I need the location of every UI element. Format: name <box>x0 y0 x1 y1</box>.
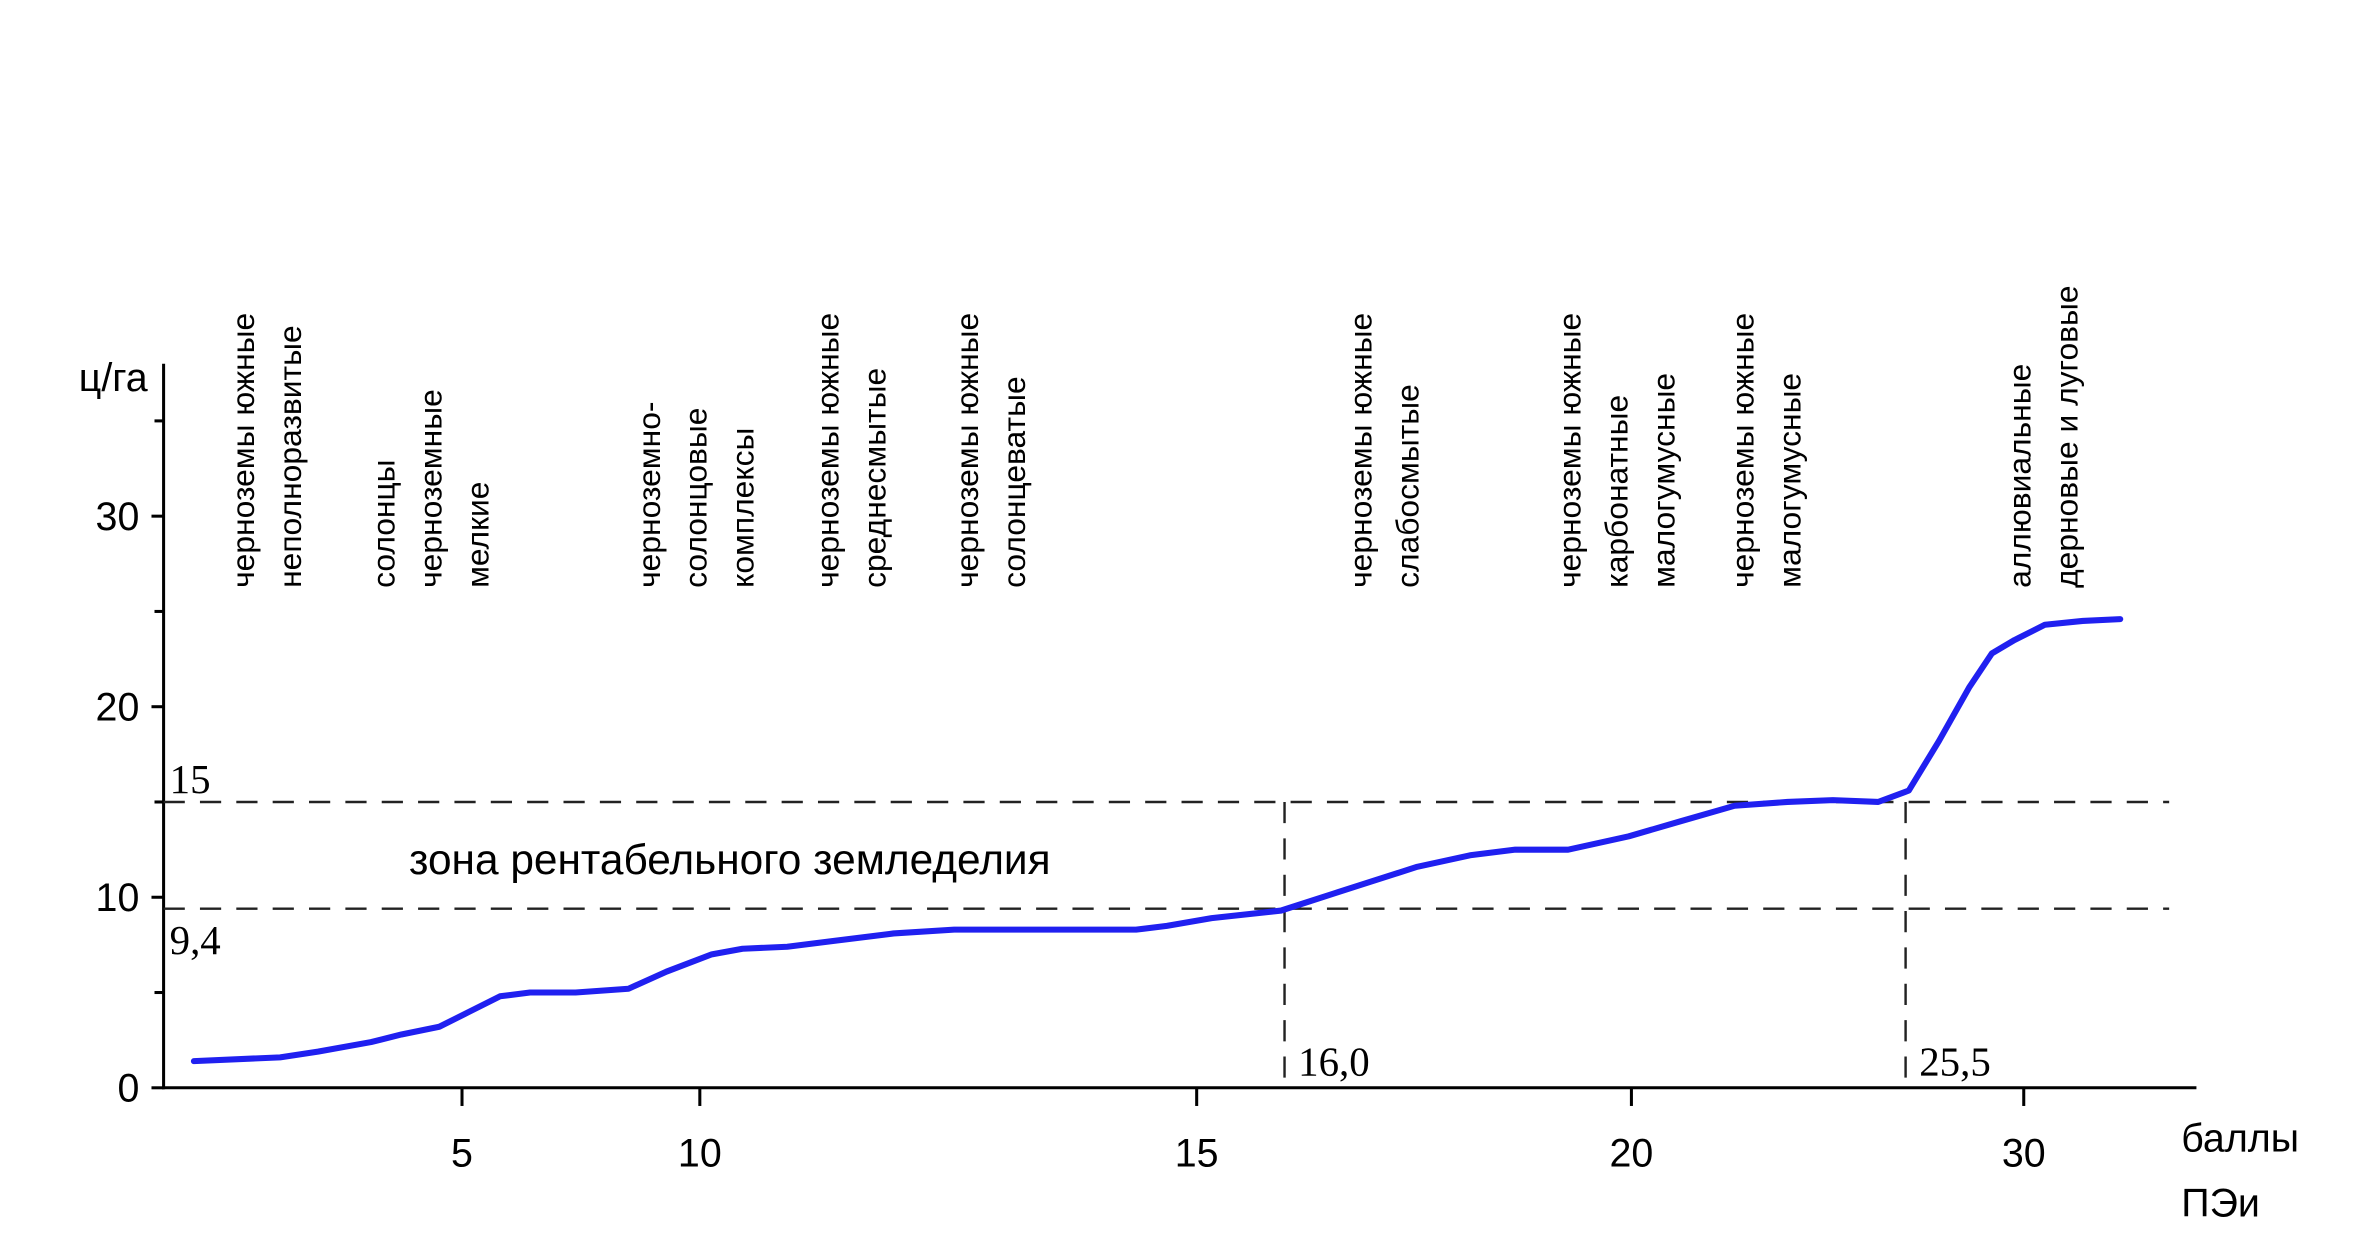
y-axis-label: ц/га <box>79 356 148 400</box>
x-tick-label: 30 <box>2002 1132 2046 1176</box>
soil-label: комплексы <box>725 428 761 588</box>
soil-label: черноземы южные <box>1552 313 1588 588</box>
soil-label: малогумусные <box>1771 373 1807 588</box>
soil-label: солонцы <box>366 459 402 587</box>
h-ref-label: 15 <box>170 757 211 802</box>
soil-label: аллювиальные <box>2002 364 2038 588</box>
y-tick-label: 30 <box>96 495 140 539</box>
y-tick-label: 10 <box>96 876 140 920</box>
soil-label: черноземно- <box>631 401 667 587</box>
x-axis-label: баллы <box>2181 1116 2299 1160</box>
x-tick-label: 10 <box>678 1132 722 1176</box>
soil-label: черноземные <box>413 389 449 588</box>
soil-label: черноземы южные <box>1343 313 1379 588</box>
x-tick-label: 15 <box>1175 1132 1219 1176</box>
v-ref-label: 25,5 <box>1919 1040 1991 1085</box>
x-axis-label: ПЭи <box>2181 1182 2260 1226</box>
h-ref-label: 9,4 <box>170 918 221 963</box>
soil-label: слабосмытые <box>1390 384 1426 588</box>
zone-label: зона рентабельного земледелия <box>409 836 1051 883</box>
soil-label: солонцеватые <box>996 376 1032 588</box>
soil-label: среднесмытые <box>856 368 892 588</box>
soil-label: карбонатные <box>1599 395 1635 588</box>
data-line <box>190 616 2124 1065</box>
soil-label: черноземы южные <box>949 313 985 588</box>
x-tick-label: 20 <box>1610 1132 1654 1176</box>
soil-label: солонцовые <box>678 408 714 588</box>
x-tick-label: 5 <box>451 1132 473 1176</box>
soil-label: черноземы южные <box>1724 313 1760 588</box>
soil-label: черноземы южные <box>225 313 261 588</box>
v-ref-label: 16,0 <box>1298 1040 1370 1085</box>
y-tick-label: 20 <box>96 685 140 729</box>
soil-label: мелкие <box>460 482 496 588</box>
soil-label: неполноразвитые <box>272 325 308 588</box>
y-tick-label: 0 <box>117 1066 139 1110</box>
soil-label: дерновые и луговые <box>2049 285 2085 587</box>
soil-label: черноземы южные <box>810 313 846 588</box>
soil-label: малогумусные <box>1646 373 1682 588</box>
